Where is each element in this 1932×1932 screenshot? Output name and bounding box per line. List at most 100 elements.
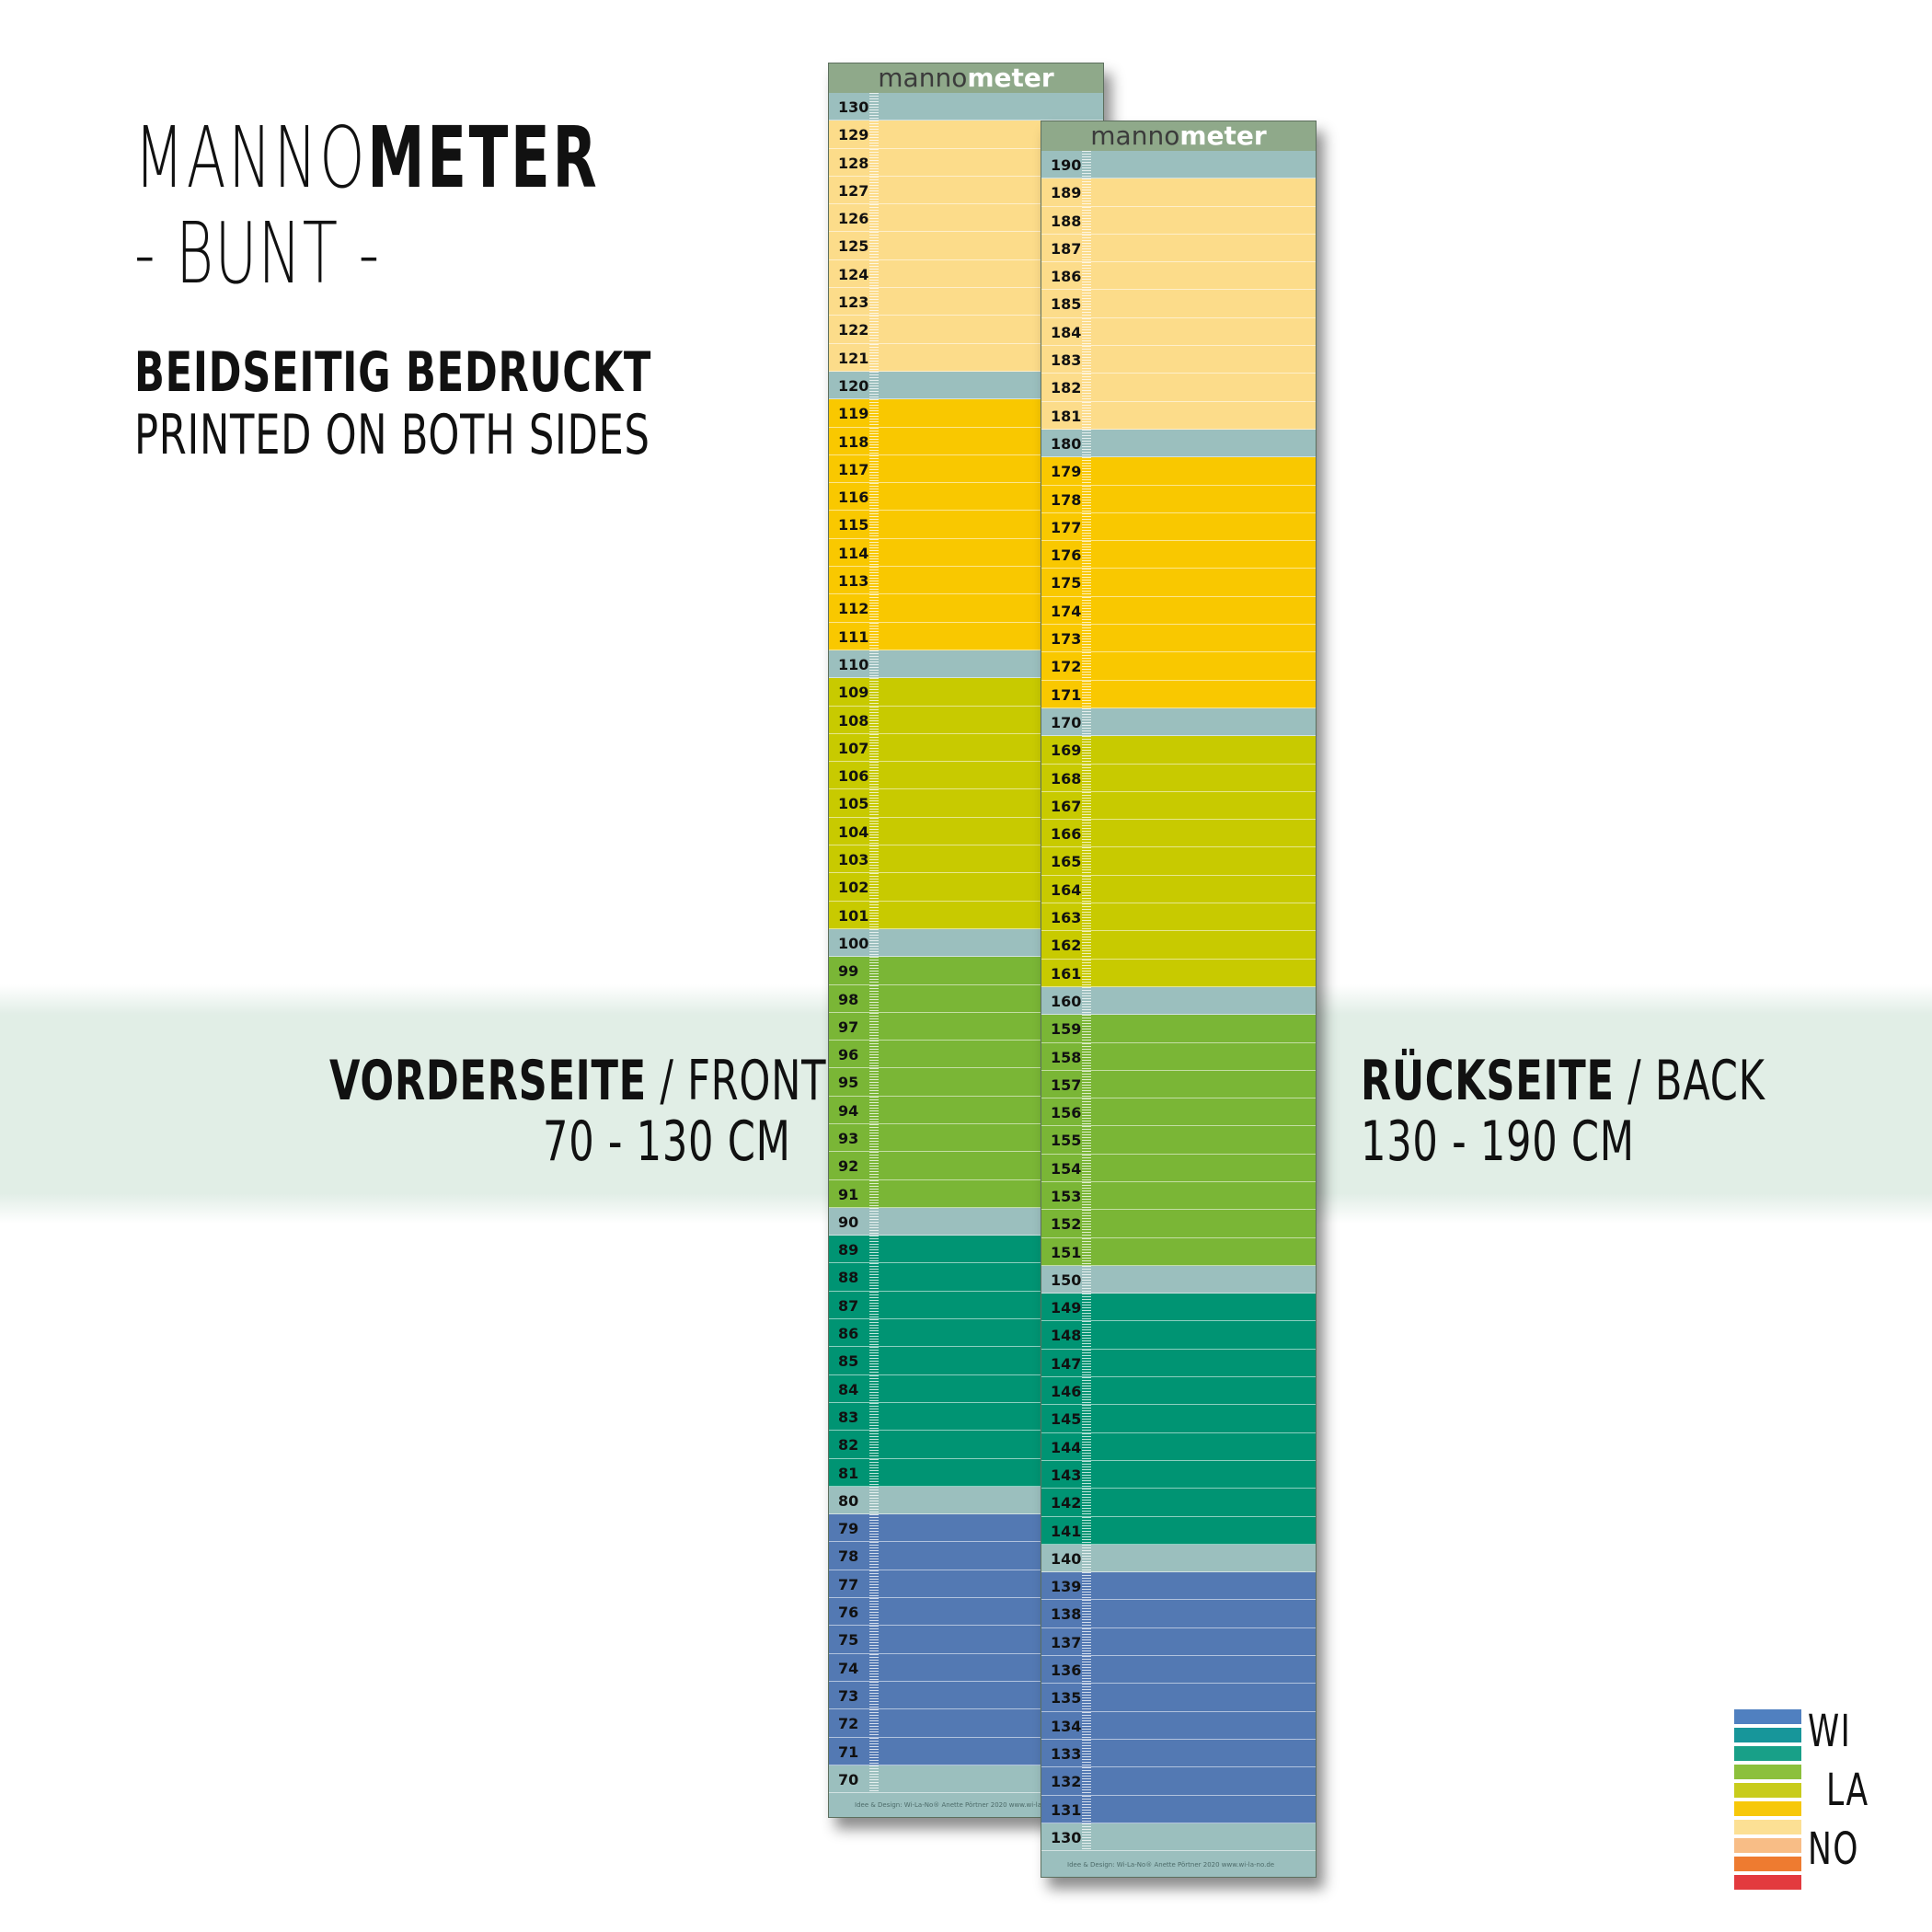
scale-row-180: 180 bbox=[1041, 429, 1316, 458]
tick-marks bbox=[1082, 820, 1091, 847]
scale-row-160: 160 bbox=[1041, 986, 1316, 1016]
tick-marks bbox=[869, 1402, 879, 1431]
scale-number: 170 bbox=[1051, 713, 1082, 731]
scale-number: 94 bbox=[838, 1101, 859, 1120]
scale-row-182: 182 bbox=[1041, 374, 1316, 402]
stick-back-rows: 190 189 188 187 186 185 184 183 182 181 180 179 178 1… bbox=[1041, 151, 1316, 1852]
tick-marks bbox=[869, 1737, 879, 1765]
scale-number: 89 bbox=[838, 1241, 859, 1259]
scale-row-150: 150 bbox=[1041, 1265, 1316, 1294]
scale-number: 80 bbox=[838, 1491, 859, 1510]
scale-number: 93 bbox=[838, 1129, 859, 1147]
scale-number: 171 bbox=[1051, 685, 1082, 704]
scale-row-144: 144 bbox=[1041, 1432, 1316, 1461]
scale-number: 119 bbox=[838, 405, 869, 423]
tick-marks bbox=[1082, 374, 1091, 401]
logo-bar-7 bbox=[1734, 1838, 1801, 1853]
tick-marks bbox=[869, 845, 879, 873]
tick-marks bbox=[1082, 1015, 1091, 1042]
scale-row-162: 162 bbox=[1041, 931, 1316, 960]
tick-marks bbox=[1082, 931, 1091, 959]
scale-row-170: 170 bbox=[1041, 707, 1316, 737]
scale-number: 180 bbox=[1051, 434, 1082, 453]
scale-number: 153 bbox=[1051, 1187, 1082, 1205]
tick-marks bbox=[869, 957, 879, 984]
logo-bar-3 bbox=[1734, 1765, 1801, 1779]
back-label: RÜCKSEITE / BACK bbox=[1361, 1049, 1765, 1113]
tick-marks bbox=[869, 1096, 879, 1123]
scale-row-185: 185 bbox=[1041, 290, 1316, 318]
scale-row-158: 158 bbox=[1041, 1042, 1316, 1071]
wilano-logo: WI LA NO bbox=[1734, 1706, 1868, 1893]
tick-marks bbox=[1082, 986, 1091, 1015]
tick-marks bbox=[1082, 569, 1091, 596]
scale-row-154: 154 bbox=[1041, 1154, 1316, 1182]
scale-number: 115 bbox=[838, 516, 869, 535]
scale-number: 101 bbox=[838, 906, 869, 925]
scale-number: 172 bbox=[1051, 658, 1082, 676]
tick-marks bbox=[869, 1347, 879, 1374]
printed-both-de: BEIDSEITIG BEDRUCKT bbox=[134, 340, 652, 405]
scale-number: 178 bbox=[1051, 490, 1082, 509]
tick-marks bbox=[869, 511, 879, 538]
scale-row-130: 130 bbox=[1041, 1823, 1316, 1852]
tick-marks bbox=[1082, 596, 1091, 625]
scale-number: 167 bbox=[1051, 797, 1082, 815]
scale-number: 110 bbox=[838, 655, 869, 673]
scale-number: 148 bbox=[1051, 1327, 1082, 1345]
scale-number: 126 bbox=[838, 210, 869, 228]
tick-marks bbox=[869, 121, 879, 148]
logo-line-2: LA bbox=[1826, 1765, 1869, 1816]
scale-row-167: 167 bbox=[1041, 791, 1316, 821]
tick-marks bbox=[1082, 959, 1091, 986]
scale-number: 140 bbox=[1051, 1549, 1082, 1568]
tick-marks bbox=[1082, 1823, 1091, 1851]
tick-marks bbox=[869, 1041, 879, 1068]
scale-row-134: 134 bbox=[1041, 1711, 1316, 1740]
scale-number: 88 bbox=[838, 1269, 859, 1287]
scale-number: 82 bbox=[838, 1436, 859, 1455]
scale-number: 117 bbox=[838, 460, 869, 478]
scale-row-136: 136 bbox=[1041, 1656, 1316, 1685]
tick-marks bbox=[869, 1681, 879, 1709]
scale-row-133: 133 bbox=[1041, 1739, 1316, 1768]
scale-number: 100 bbox=[838, 934, 869, 952]
scale-row-188: 188 bbox=[1041, 206, 1316, 235]
scale-row-171: 171 bbox=[1041, 680, 1316, 708]
scale-number: 129 bbox=[838, 126, 869, 144]
scale-number: 149 bbox=[1051, 1299, 1082, 1317]
scale-number: 102 bbox=[838, 879, 869, 897]
scale-row-149: 149 bbox=[1041, 1294, 1316, 1322]
scale-number: 120 bbox=[838, 376, 869, 395]
scale-number: 113 bbox=[838, 572, 869, 591]
back-label-rest: / BACK bbox=[1614, 1049, 1765, 1113]
tick-marks bbox=[869, 93, 879, 121]
logo-bar-9 bbox=[1734, 1875, 1801, 1890]
logo-line-1: WI bbox=[1808, 1706, 1852, 1757]
tick-marks bbox=[869, 1263, 879, 1291]
scale-number: 123 bbox=[838, 293, 869, 312]
tick-marks bbox=[1082, 1294, 1091, 1321]
tick-marks bbox=[869, 483, 879, 511]
stick-back-brand: mannometer bbox=[1041, 120, 1316, 153]
scale-number: 90 bbox=[838, 1213, 859, 1231]
scale-number: 135 bbox=[1051, 1689, 1082, 1708]
logo-bar-6 bbox=[1734, 1820, 1801, 1834]
tick-marks bbox=[869, 789, 879, 817]
tick-marks bbox=[869, 1207, 879, 1236]
scale-row-131: 131 bbox=[1041, 1795, 1316, 1823]
scale-number: 179 bbox=[1051, 463, 1082, 481]
scale-number: 159 bbox=[1051, 1020, 1082, 1039]
logo-bar-0 bbox=[1734, 1709, 1801, 1724]
tick-marks bbox=[869, 1598, 879, 1626]
tick-marks bbox=[869, 1709, 879, 1737]
scale-number: 111 bbox=[838, 627, 869, 646]
tick-marks bbox=[869, 762, 879, 789]
tick-marks bbox=[869, 1179, 879, 1207]
scale-number: 76 bbox=[838, 1604, 859, 1622]
tick-marks bbox=[1082, 1795, 1091, 1823]
scale-number: 164 bbox=[1051, 880, 1082, 899]
tick-marks bbox=[1082, 317, 1091, 346]
tick-marks bbox=[1082, 1265, 1091, 1294]
scale-row-153: 153 bbox=[1041, 1181, 1316, 1211]
